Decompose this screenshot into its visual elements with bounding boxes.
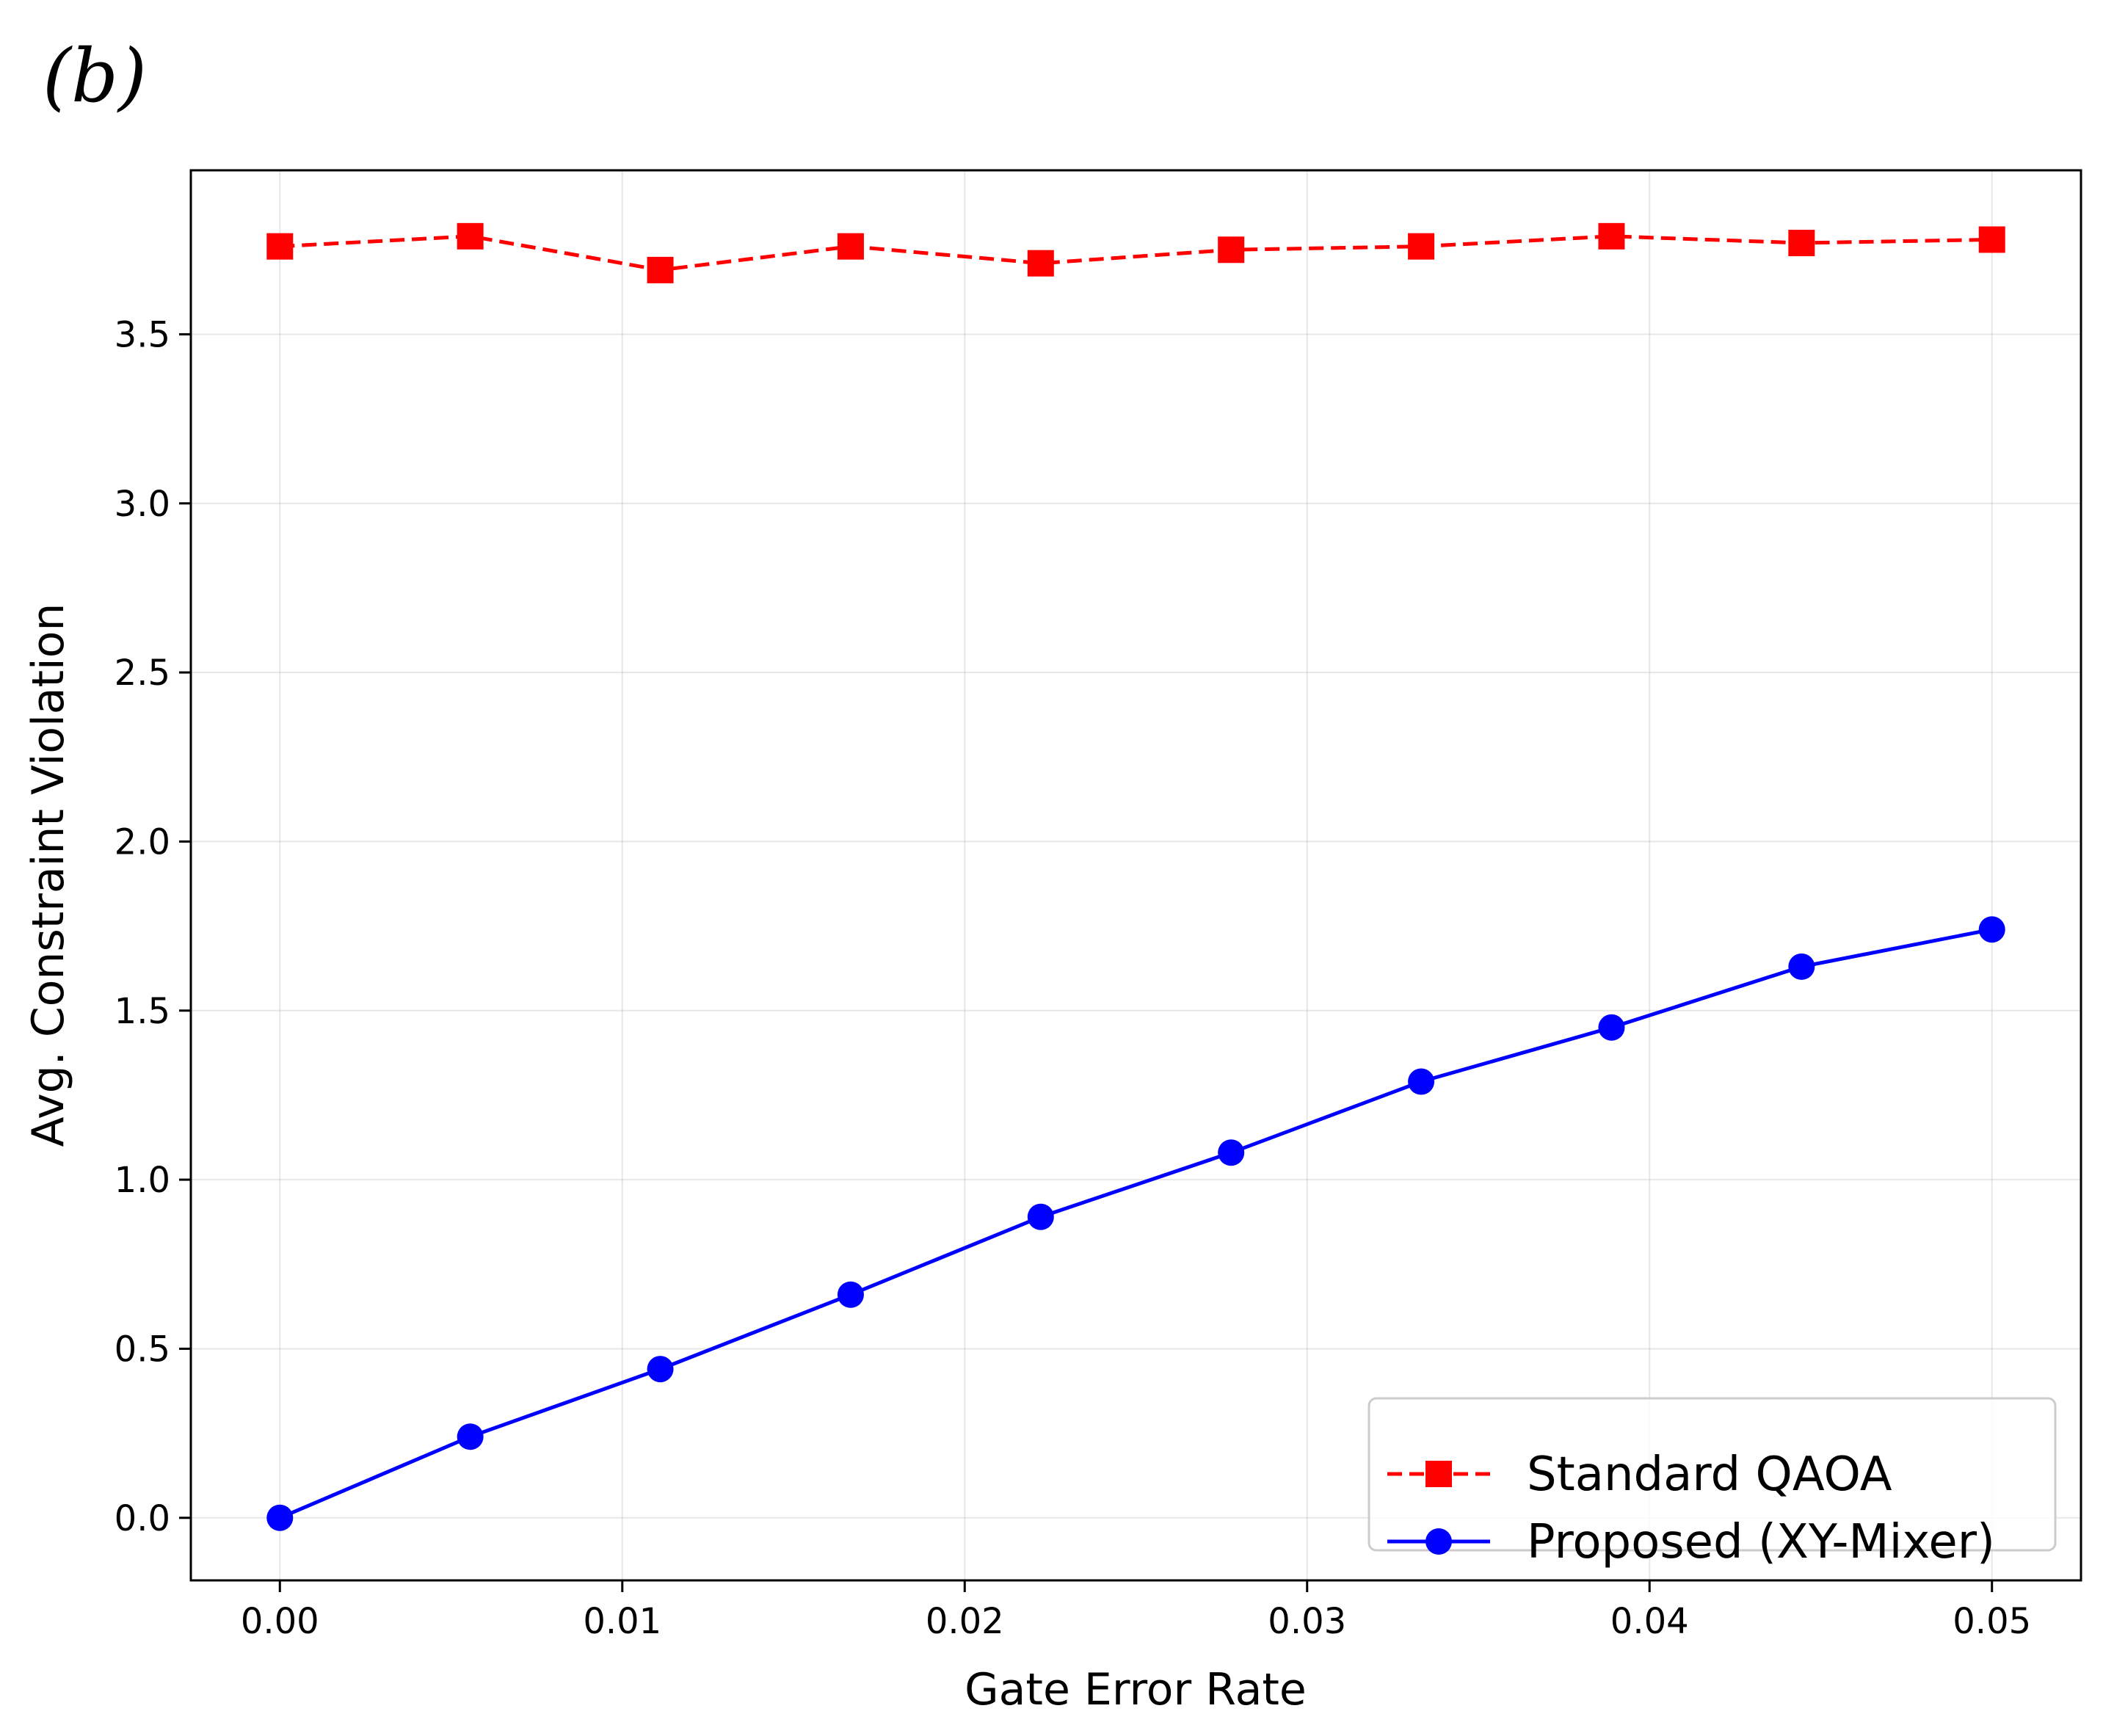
legend-marker-circle bbox=[1425, 1528, 1452, 1555]
data-point-circle bbox=[1027, 1203, 1054, 1230]
legend: Standard QAOA Proposed (XY-Mixer) bbox=[1368, 1397, 2057, 1569]
series-layer bbox=[266, 222, 2005, 1531]
y-tick-label: 1.0 bbox=[115, 1160, 170, 1201]
legend-box bbox=[1368, 1397, 2057, 1552]
legend-label-1: Proposed (XY-Mixer) bbox=[1527, 1515, 1995, 1569]
data-point-circle bbox=[1408, 1068, 1435, 1095]
series-line-0 bbox=[280, 234, 1992, 272]
y-axis-label: Avg. Constraint Violation bbox=[23, 603, 74, 1147]
x-tick-label: 0.05 bbox=[1953, 1601, 2031, 1642]
data-point-square bbox=[837, 233, 864, 260]
data-point-circle bbox=[837, 1281, 864, 1308]
x-tick-label: 0.01 bbox=[583, 1601, 661, 1642]
x-tick-label: 0.04 bbox=[1610, 1601, 1689, 1642]
series-line-1 bbox=[279, 927, 1993, 1520]
data-point-square bbox=[266, 233, 294, 260]
data-point-circle bbox=[647, 1356, 674, 1383]
data-point-square bbox=[1788, 230, 1815, 257]
y-tick-label: 1.5 bbox=[115, 991, 170, 1032]
x-tick-label: 0.03 bbox=[1268, 1601, 1346, 1642]
data-point-circle bbox=[1598, 1014, 1625, 1041]
plot-frame bbox=[189, 169, 2082, 1582]
data-point-square bbox=[457, 222, 484, 250]
data-point-circle bbox=[266, 1504, 294, 1531]
legend-label-0: Standard QAOA bbox=[1527, 1448, 1892, 1502]
panel-label: (b) bbox=[43, 33, 147, 119]
x-tick-label: 0.00 bbox=[241, 1601, 319, 1642]
y-tick-label: 2.0 bbox=[115, 821, 170, 862]
data-point-circle bbox=[1978, 916, 2005, 943]
data-point-circle bbox=[1788, 953, 1815, 980]
y-tick-label: 3.5 bbox=[115, 314, 170, 355]
y-tick-label: 0.5 bbox=[115, 1329, 170, 1370]
data-point-square bbox=[647, 256, 674, 283]
data-point-circle bbox=[1218, 1139, 1245, 1166]
grid bbox=[191, 170, 2081, 1580]
data-point-square bbox=[1598, 222, 1625, 250]
data-point-square bbox=[1978, 226, 2005, 253]
x-tick-label: 0.02 bbox=[926, 1601, 1004, 1642]
y-tick-label: 0.0 bbox=[115, 1498, 170, 1539]
legend-marker-square bbox=[1425, 1461, 1452, 1487]
y-tick-label: 3.0 bbox=[115, 484, 170, 525]
data-point-square bbox=[1408, 233, 1435, 260]
data-point-circle bbox=[457, 1423, 484, 1450]
data-point-square bbox=[1218, 236, 1245, 264]
y-tick-label: 2.5 bbox=[115, 653, 170, 694]
data-point-square bbox=[1027, 250, 1054, 277]
x-axis-label: Gate Error Rate bbox=[965, 1664, 1307, 1715]
ticks: 0.00 0.01 0.02 0.03 0.04 0.05 0.0 0.5 1.0 1.5 2.0 2… bbox=[115, 314, 2031, 1642]
